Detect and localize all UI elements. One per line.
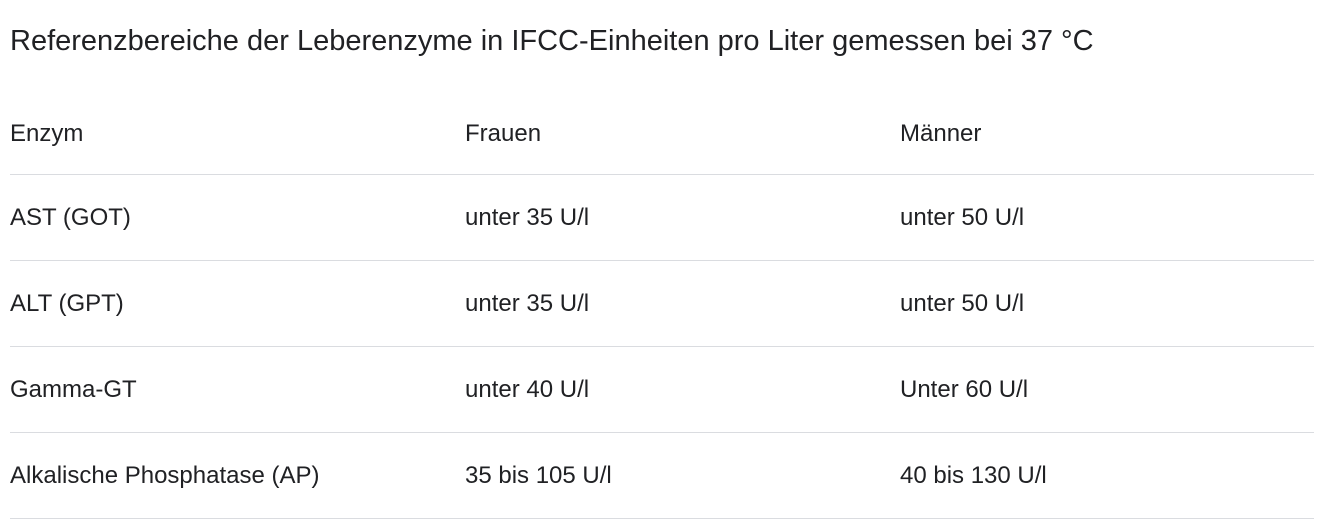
cell-men-range: Unter 60 U/l xyxy=(900,346,1314,433)
cell-enzyme: ALT (GPT) xyxy=(10,260,465,347)
table-caption: Referenzbereiche der Leberenzyme in IFCC… xyxy=(10,25,1094,57)
cell-men-range: unter 50 U/l xyxy=(900,260,1314,347)
cell-women-range: unter 40 U/l xyxy=(465,346,900,433)
column-header-maenner: Männer xyxy=(900,94,1314,175)
cell-men-range: 40 bis 130 U/l xyxy=(900,432,1314,519)
cell-men-range: unter 50 U/l xyxy=(900,174,1314,261)
cell-enzyme: Gamma-GT xyxy=(10,346,465,433)
table-row: Alkalische Phosphatase (AP) 35 bis 105 U… xyxy=(10,432,1314,519)
cell-enzyme: AST (GOT) xyxy=(10,174,465,261)
cell-women-range: unter 35 U/l xyxy=(465,174,900,261)
table-row: Gamma-GT unter 40 U/l Unter 60 U/l xyxy=(10,346,1314,433)
table-row: AST (GOT) unter 35 U/l unter 50 U/l xyxy=(10,174,1314,261)
table-row: ALT (GPT) unter 35 U/l unter 50 U/l xyxy=(10,260,1314,347)
cell-women-range: unter 35 U/l xyxy=(465,260,900,347)
enzyme-reference-table: Enzym Frauen Männer AST (GOT) unter 35 U… xyxy=(10,94,1314,519)
cell-women-range: 35 bis 105 U/l xyxy=(465,432,900,519)
column-header-frauen: Frauen xyxy=(465,94,900,175)
column-header-enzym: Enzym xyxy=(10,94,465,175)
table-header-row: Enzym Frauen Männer xyxy=(10,94,1314,175)
cell-enzyme: Alkalische Phosphatase (AP) xyxy=(10,432,465,519)
